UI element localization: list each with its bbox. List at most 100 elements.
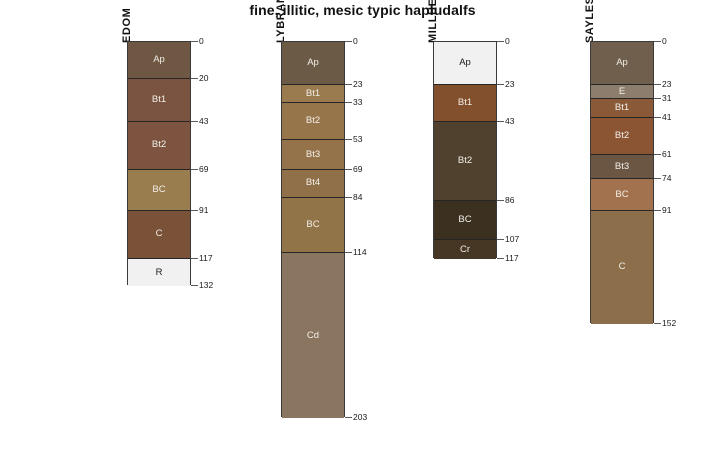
profile-column: Ap Bt1 Bt2 BC Cr <box>433 41 497 259</box>
horizon-label: BC <box>152 183 166 195</box>
tick-leader-line <box>497 83 504 85</box>
horizon-segment: Bt1 <box>591 99 653 118</box>
tick-label: 0 <box>662 36 667 46</box>
horizon-segment: R <box>128 258 190 287</box>
tick-leader-line <box>345 83 352 85</box>
horizon-segment: Ap <box>434 42 496 85</box>
tick-label: 74 <box>662 173 672 184</box>
horizon-segment: Bt2 <box>434 121 496 202</box>
tick-label: 152 <box>662 317 677 328</box>
horizon-segment: BC <box>591 179 653 211</box>
tick-label: 33 <box>353 97 363 108</box>
tick-label: 107 <box>505 234 520 245</box>
tick-leader-line <box>654 153 661 155</box>
tick-leader-line <box>654 98 661 100</box>
horizon-label: C <box>618 261 626 273</box>
tick-label: 117 <box>505 252 519 263</box>
tick-label: 23 <box>505 78 515 89</box>
horizon-segment: Ap <box>128 42 190 80</box>
horizon-segment: BC <box>434 201 496 241</box>
tick-label: 43 <box>505 115 515 126</box>
horizon-label: Ap <box>307 57 319 69</box>
tick-label: 91 <box>199 204 209 215</box>
tick-leader-line <box>345 196 352 198</box>
profile-name-label: MILLHEIM <box>427 0 439 43</box>
horizon-segment: E <box>591 84 653 100</box>
tick-label: 23 <box>353 78 363 89</box>
tick-leader-line <box>191 257 198 259</box>
tick-label: 31 <box>662 93 672 104</box>
horizon-segment: Bt3 <box>282 140 344 170</box>
tick-leader-line <box>654 209 661 211</box>
tick-leader-line <box>654 322 661 324</box>
horizon-label: Cr <box>459 243 471 255</box>
tick-label: 114 <box>353 247 367 258</box>
horizon-label: Bt4 <box>305 177 321 189</box>
tick-label: 86 <box>505 195 515 206</box>
tick-leader-line <box>497 257 504 259</box>
horizon-label: Cd <box>306 329 320 341</box>
horizon-label: Bt2 <box>457 155 473 167</box>
horizon-segment: Bt4 <box>282 169 344 198</box>
horizon-label: Bt2 <box>305 115 321 127</box>
horizon-segment: Cd <box>282 253 344 418</box>
tick-label: 61 <box>662 148 672 159</box>
tick-label: 91 <box>662 204 672 215</box>
horizon-label: Bt3 <box>614 160 630 172</box>
horizon-label: Bt2 <box>614 130 630 142</box>
horizon-segment: BC <box>128 169 190 211</box>
horizon-label: Bt3 <box>305 148 321 160</box>
horizon-label: Bt1 <box>457 96 473 108</box>
tick-label: 0 <box>199 36 204 46</box>
horizon-segment: Bt2 <box>282 103 344 141</box>
horizon-segment: Bt1 <box>128 79 190 122</box>
horizon-segment: BC <box>282 197 344 254</box>
tick-leader-line <box>497 120 504 122</box>
tick-leader-line <box>191 209 198 211</box>
tick-leader-line <box>345 139 352 141</box>
profile-column: Ap Bt1 Bt2 Bt3 Bt4 BC Cd <box>281 41 345 418</box>
horizon-label: R <box>155 266 163 278</box>
horizon-label: Bt2 <box>151 139 167 151</box>
tick-label: 53 <box>353 134 363 145</box>
horizon-segment: Bt1 <box>434 84 496 122</box>
chart-title: fine, illitic, mesic typic hapludalfs <box>249 2 476 18</box>
horizon-segment: Ap <box>591 42 653 85</box>
tick-label: 69 <box>353 163 363 174</box>
profile-name-label: LYBRAND <box>275 0 287 43</box>
tick-leader-line <box>654 178 661 180</box>
profile-column: Ap Bt1 Bt2 BC C R <box>127 41 191 287</box>
tick-leader-line <box>497 41 504 42</box>
tick-leader-line <box>191 78 198 80</box>
horizon-label: Bt1 <box>614 102 630 114</box>
profile-name-label: EDOM <box>121 7 133 43</box>
horizon-segment: Bt3 <box>591 154 653 180</box>
horizon-label: Ap <box>459 57 471 69</box>
horizon-segment: Bt2 <box>128 121 190 170</box>
tick-leader-line <box>191 285 198 287</box>
tick-label: 69 <box>199 163 209 174</box>
tick-leader-line <box>345 416 352 418</box>
horizon-segment: Bt2 <box>591 117 653 155</box>
tick-label: 0 <box>353 36 358 46</box>
horizon-label: Ap <box>153 54 165 66</box>
tick-leader-line <box>191 41 198 42</box>
tick-leader-line <box>345 252 352 254</box>
tick-leader-line <box>345 168 352 170</box>
tick-label: 132 <box>199 280 214 291</box>
horizon-label: Bt1 <box>151 94 167 106</box>
horizon-segment: Cr <box>434 240 496 259</box>
tick-label: 41 <box>662 111 672 122</box>
horizon-label: BC <box>458 214 472 226</box>
horizon-label: C <box>155 228 163 240</box>
tick-label: 43 <box>199 115 209 126</box>
tick-leader-line <box>654 116 661 118</box>
tick-leader-line <box>497 239 504 241</box>
tick-label: 20 <box>199 73 209 84</box>
horizon-segment: C <box>128 210 190 259</box>
tick-leader-line <box>345 102 352 104</box>
horizon-label: BC <box>306 219 320 231</box>
tick-label: 84 <box>353 191 363 202</box>
profile-column: Ap E Bt1 Bt2 Bt3 BC C <box>590 41 654 324</box>
